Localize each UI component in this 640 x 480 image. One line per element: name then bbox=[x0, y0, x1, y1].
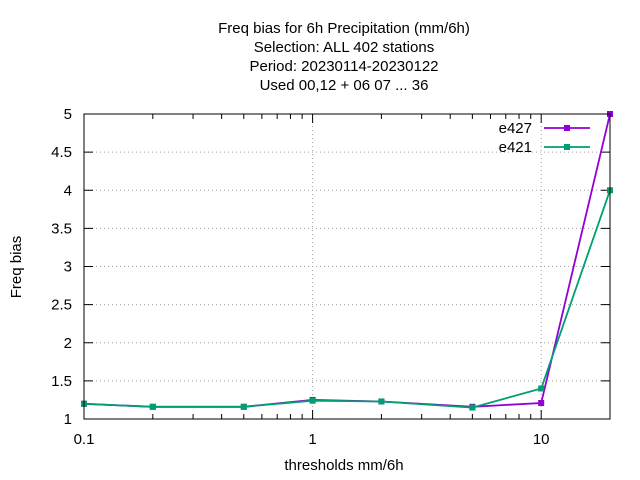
x-axis-label: thresholds mm/6h bbox=[284, 457, 403, 474]
y-tick-label: 1.5 bbox=[51, 373, 72, 390]
series-line-e421 bbox=[83, 190, 611, 409]
x-tick-label: 0.1 bbox=[74, 431, 95, 448]
x-tick-label: 10 bbox=[533, 431, 550, 448]
tick-labels: 11.522.533.544.550.1 1 10 bbox=[51, 106, 549, 448]
data-point-e421 bbox=[240, 403, 247, 410]
y-tick-label: 3 bbox=[64, 259, 72, 276]
y-tick-label: 1 bbox=[64, 411, 72, 428]
data-point-e421 bbox=[149, 403, 156, 410]
legend-marker-e427 bbox=[564, 125, 570, 131]
y-tick-label: 3.5 bbox=[51, 220, 72, 237]
data-point-e421 bbox=[378, 398, 385, 405]
legend-label-e427: e427 bbox=[499, 120, 532, 137]
chart-title: Freq bias for 6h Precipitation (mm/6h) S… bbox=[218, 20, 470, 94]
title-line-4: Used 00,12 + 06 07 ... 36 bbox=[260, 77, 429, 94]
legend-marker-e421 bbox=[564, 144, 570, 150]
data-point-e427 bbox=[538, 399, 545, 406]
y-axis-label: Freq bias bbox=[8, 236, 25, 299]
y-tick-label: 4.5 bbox=[51, 144, 72, 161]
data-point-e421 bbox=[469, 404, 476, 411]
grid-lines bbox=[84, 114, 610, 419]
series-group bbox=[81, 111, 613, 411]
y-tick-label: 2 bbox=[64, 335, 72, 352]
legend-label-e421: e421 bbox=[499, 139, 532, 156]
data-point-e421 bbox=[309, 397, 316, 404]
x-tick-label: 1 bbox=[308, 431, 316, 448]
y-tick-label: 4 bbox=[64, 182, 72, 199]
title-line-3: Period: 20230114-20230122 bbox=[249, 58, 438, 75]
plot-frame bbox=[83, 113, 611, 420]
data-point-e421 bbox=[538, 385, 545, 392]
y-tick-label: 2.5 bbox=[51, 297, 72, 314]
title-line-2: Selection: ALL 402 stations bbox=[254, 39, 434, 56]
y-tick-label: 5 bbox=[64, 106, 72, 123]
legend: e427 e421 bbox=[499, 120, 590, 156]
axis-ticks bbox=[83, 113, 611, 420]
title-line-1: Freq bias for 6h Precipitation (mm/6h) bbox=[218, 20, 470, 37]
series-line-e427 bbox=[83, 113, 611, 408]
